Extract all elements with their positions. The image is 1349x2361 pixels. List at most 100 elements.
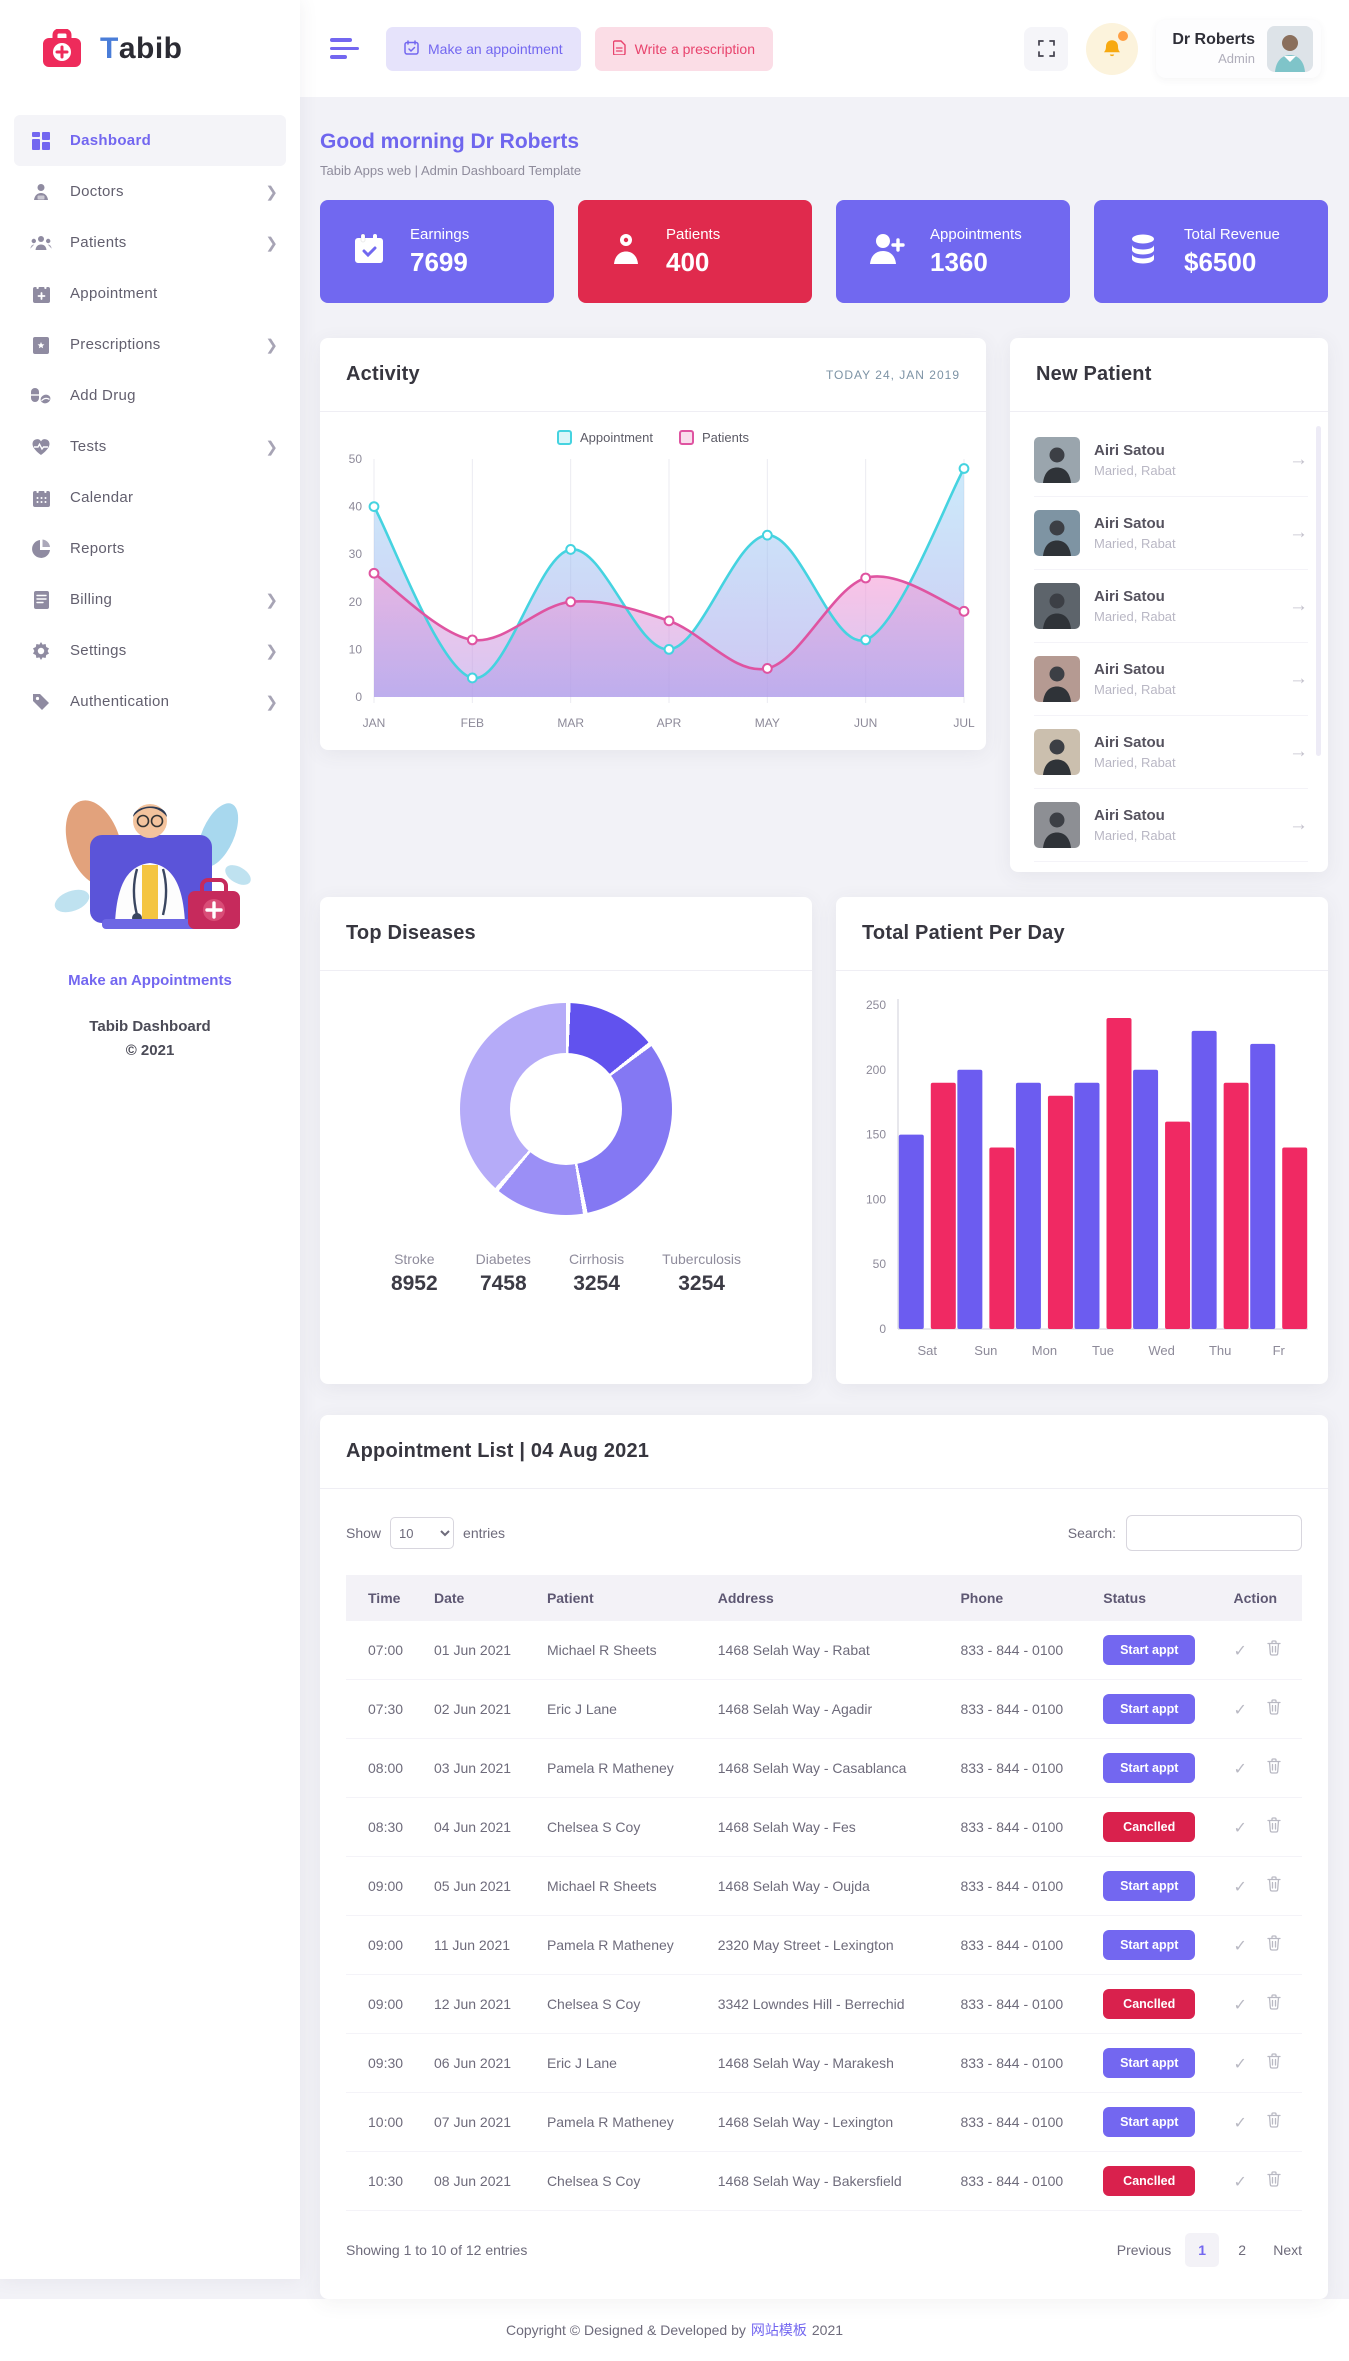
new-patient-item[interactable]: Airi Satou Maried, Rabat → xyxy=(1034,424,1308,497)
arrow-right-icon[interactable]: → xyxy=(1289,814,1308,835)
stat-card-earnings[interactable]: Earnings 7699 xyxy=(320,200,554,303)
write-prescription-button[interactable]: Write a prescription xyxy=(594,26,773,71)
column-header-date[interactable]: Date xyxy=(424,1575,537,1621)
legend-patients[interactable]: Patients xyxy=(679,430,749,445)
column-header-action[interactable]: Action xyxy=(1223,1575,1302,1621)
entries-select[interactable]: 10 xyxy=(390,1517,455,1549)
appt-patient: Michael R Sheets xyxy=(536,1621,708,1680)
trash-icon[interactable] xyxy=(1267,1875,1281,1895)
check-icon[interactable]: ✓ xyxy=(1233,1642,1247,1660)
status-badge[interactable]: Start appt xyxy=(1103,2048,1196,2078)
check-icon[interactable]: ✓ xyxy=(1233,2055,1247,2073)
sidebar-item-tests[interactable]: Tests ❯ xyxy=(0,421,300,472)
page-subtitle: Tabib Apps web | Admin Dashboard Templat… xyxy=(320,163,582,178)
page-number-2[interactable]: 2 xyxy=(1238,2242,1247,2258)
sidebar-item-reports[interactable]: Reports xyxy=(0,523,300,574)
stat-card-total-revenue[interactable]: Total Revenue $6500 xyxy=(1094,200,1328,303)
arrow-right-icon[interactable]: → xyxy=(1289,449,1308,470)
sidebar-item-authentication[interactable]: Authentication ❯ xyxy=(0,676,300,727)
sidebar-item-appointment[interactable]: Appointment xyxy=(0,268,300,319)
check-icon[interactable]: ✓ xyxy=(1233,2173,1247,2191)
sidebar-item-add-drug[interactable]: Add Drug xyxy=(0,370,300,421)
status-badge[interactable]: Start appt xyxy=(1103,2107,1196,2137)
hamburger-menu-icon[interactable] xyxy=(330,38,360,59)
next-page-button[interactable]: Next xyxy=(1273,2242,1302,2258)
trash-icon[interactable] xyxy=(1267,1993,1281,2013)
trash-icon[interactable] xyxy=(1267,2111,1281,2131)
sidebar-item-calendar[interactable]: Calendar xyxy=(0,472,300,523)
arrow-right-icon[interactable]: → xyxy=(1289,522,1308,543)
check-icon[interactable]: ✓ xyxy=(1233,1878,1247,1896)
appt-phone: 833 - 844 - 0100 xyxy=(950,1679,1094,1739)
appt-time: 09:30 xyxy=(346,2033,424,2093)
make-appointments-link[interactable]: Make an Appointments xyxy=(68,972,232,989)
new-patient-item[interactable]: Airi Satou Maried, Rabat → xyxy=(1034,643,1308,716)
trash-icon[interactable] xyxy=(1267,1757,1281,1777)
status-badge[interactable]: Start appt xyxy=(1103,1930,1196,1960)
column-header-time[interactable]: Time xyxy=(346,1575,424,1621)
trash-icon[interactable] xyxy=(1267,1816,1281,1836)
status-badge[interactable]: Canclled xyxy=(1103,1989,1196,2019)
previous-page-button[interactable]: Previous xyxy=(1116,2242,1172,2258)
legend-appointment[interactable]: Appointment xyxy=(557,430,653,445)
make-appointment-button[interactable]: Make an appointment xyxy=(386,26,581,71)
stat-card-appointments[interactable]: Appointments 1360 xyxy=(836,200,1070,303)
status-badge[interactable]: Start appt xyxy=(1103,1871,1196,1901)
trash-icon[interactable] xyxy=(1267,2052,1281,2072)
pagination: Previous 1 2 Next xyxy=(1117,2233,1302,2267)
notification-bell-icon[interactable] xyxy=(1086,22,1139,75)
sidebar-item-dashboard[interactable]: Dashboard xyxy=(14,115,286,166)
column-header-patient[interactable]: Patient xyxy=(536,1575,708,1621)
user-menu[interactable]: Dr Roberts Admin xyxy=(1156,19,1321,78)
trash-icon[interactable] xyxy=(1267,1934,1281,1954)
stat-card-patients[interactable]: Patients 400 xyxy=(578,200,812,303)
activity-card: Activity TODAY 24, JAN 2019 Appointment P… xyxy=(320,338,986,750)
search-input[interactable] xyxy=(1126,1515,1302,1551)
status-badge[interactable]: Start appt xyxy=(1103,1753,1196,1783)
new-patient-item[interactable]: Airi Satou Maried, Rabat → xyxy=(1034,570,1308,643)
appt-date: 04 Jun 2021 xyxy=(424,1797,537,1857)
sidebar-item-settings[interactable]: Settings ❯ xyxy=(0,625,300,676)
status-badge[interactable]: Start appt xyxy=(1103,1635,1196,1665)
appointment-row: 10:00 07 Jun 2021 Pamela R Matheney 1468… xyxy=(346,2092,1302,2152)
trash-icon[interactable] xyxy=(1267,2170,1281,2190)
status-badge[interactable]: Canclled xyxy=(1103,1812,1196,1842)
new-patient-item[interactable]: Airi Satou Maried, Rabat → xyxy=(1034,716,1308,789)
check-icon[interactable]: ✓ xyxy=(1233,1996,1247,2014)
check-icon[interactable]: ✓ xyxy=(1233,2114,1247,2132)
column-header-phone[interactable]: Phone xyxy=(950,1575,1094,1621)
status-badge[interactable]: Canclled xyxy=(1103,2166,1196,2196)
trash-icon[interactable] xyxy=(1267,1639,1281,1659)
sidebar-item-patients[interactable]: Patients ❯ xyxy=(0,217,300,268)
appointment-row: 10:30 08 Jun 2021 Chelsea S Coy 1468 Sel… xyxy=(346,2151,1302,2211)
new-patient-item[interactable]: Airi Satou Maried, Rabat → xyxy=(1034,497,1308,570)
arrow-right-icon[interactable]: → xyxy=(1289,668,1308,689)
table-summary: Showing 1 to 10 of 12 entries xyxy=(346,2242,528,2258)
svg-text:Mon: Mon xyxy=(1032,1343,1057,1358)
arrow-right-icon[interactable]: → xyxy=(1289,595,1308,616)
appt-patient: Pamela R Matheney xyxy=(536,2092,708,2152)
fullscreen-icon[interactable] xyxy=(1024,26,1069,71)
appt-time: 08:00 xyxy=(346,1738,424,1798)
doctor-illustration xyxy=(42,800,258,957)
footer-brand-link[interactable]: 网站模板 xyxy=(750,2322,807,2338)
check-icon[interactable]: ✓ xyxy=(1233,1760,1247,1778)
page-number-1[interactable]: 1 xyxy=(1185,2233,1220,2267)
appt-date: 07 Jun 2021 xyxy=(424,2092,537,2152)
list-scrollbar[interactable] xyxy=(1316,426,1321,756)
column-header-status[interactable]: Status xyxy=(1093,1575,1224,1621)
column-header-address[interactable]: Address xyxy=(707,1575,951,1621)
arrow-right-icon[interactable]: → xyxy=(1289,741,1308,762)
status-badge[interactable]: Start appt xyxy=(1103,1694,1196,1724)
check-icon[interactable]: ✓ xyxy=(1233,1701,1247,1719)
check-icon[interactable]: ✓ xyxy=(1233,1819,1247,1837)
check-icon[interactable]: ✓ xyxy=(1233,1937,1247,1955)
brand[interactable]: Tabib xyxy=(0,0,300,97)
disease-stat-tuberculosis: Tuberculosis 3254 xyxy=(662,1251,742,1295)
sidebar-item-doctors[interactable]: Doctors ❯ xyxy=(0,166,300,217)
sidebar-item-prescriptions[interactable]: Prescriptions ❯ xyxy=(0,319,300,370)
sidebar-item-billing[interactable]: Billing ❯ xyxy=(0,574,300,625)
trash-icon[interactable] xyxy=(1267,1698,1281,1718)
main-area: Make an appointment Write a prescription xyxy=(300,0,1349,2299)
new-patient-item[interactable]: Airi Satou Maried, Rabat → xyxy=(1034,789,1308,862)
